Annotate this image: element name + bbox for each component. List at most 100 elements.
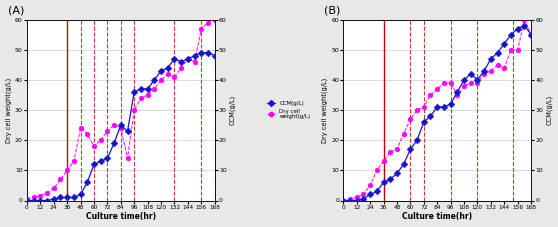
Dry cell weight(g/L) — [124, 157, 131, 160]
Dry cell weight(g/L) — [50, 187, 57, 190]
Dry cell weight(g/L) — [528, 33, 535, 36]
Y-axis label: Dry cell weight(g/L): Dry cell weight(g/L) — [6, 77, 12, 143]
Dry cell weight(g/L) — [454, 94, 461, 96]
Line: CCM(g/L): CCM(g/L) — [25, 50, 217, 203]
CCM(g/L) — [117, 124, 124, 126]
CCM(g/L) — [427, 115, 434, 117]
CCM(g/L) — [393, 172, 400, 175]
CCM(g/L) — [494, 51, 501, 54]
CCM(g/L) — [434, 106, 441, 108]
CCM(g/L) — [124, 130, 131, 133]
Dry cell weight(g/L) — [30, 196, 37, 199]
CCM(g/L) — [454, 91, 461, 93]
Dry cell weight(g/L) — [104, 130, 110, 133]
CCM(g/L) — [70, 196, 77, 199]
Dry cell weight(g/L) — [205, 21, 211, 24]
CCM(g/L) — [528, 33, 535, 36]
Line: CCM(g/L): CCM(g/L) — [341, 23, 533, 203]
Text: (A): (A) — [8, 5, 25, 15]
Dry cell weight(g/L) — [44, 192, 50, 194]
CCM(g/L) — [360, 198, 367, 200]
Dry cell weight(g/L) — [191, 60, 198, 63]
Dry cell weight(g/L) — [387, 151, 393, 154]
Dry cell weight(g/L) — [198, 27, 205, 30]
Dry cell weight(g/L) — [185, 57, 191, 60]
CCM(g/L) — [367, 193, 373, 196]
CCM(g/L) — [448, 103, 454, 105]
Dry cell weight(g/L) — [171, 76, 178, 78]
Y-axis label: CCM(g/L): CCM(g/L) — [229, 95, 236, 125]
Dry cell weight(g/L) — [514, 48, 521, 51]
CCM(g/L) — [37, 199, 44, 202]
Dry cell weight(g/L) — [461, 84, 468, 87]
Dry cell weight(g/L) — [413, 109, 420, 111]
Dry cell weight(g/L) — [407, 118, 413, 121]
Dry cell weight(g/L) — [151, 88, 158, 90]
Dry cell weight(g/L) — [347, 198, 353, 200]
Dry cell weight(g/L) — [23, 198, 30, 200]
CCM(g/L) — [191, 54, 198, 57]
CCM(g/L) — [171, 57, 178, 60]
Dry cell weight(g/L) — [441, 81, 448, 84]
Dry cell weight(g/L) — [211, 18, 218, 21]
Dry cell weight(g/L) — [97, 139, 104, 142]
Dry cell weight(g/L) — [367, 184, 373, 187]
CCM(g/L) — [104, 157, 110, 160]
Dry cell weight(g/L) — [110, 124, 117, 126]
X-axis label: Culture time(hr): Culture time(hr) — [86, 212, 156, 222]
CCM(g/L) — [468, 72, 474, 75]
CCM(g/L) — [407, 148, 413, 151]
CCM(g/L) — [64, 196, 70, 199]
CCM(g/L) — [211, 54, 218, 57]
X-axis label: Culture time(hr): Culture time(hr) — [402, 212, 472, 222]
CCM(g/L) — [488, 57, 494, 60]
Line: Dry cell weight(g/L): Dry cell weight(g/L) — [25, 17, 217, 201]
Dry cell weight(g/L) — [37, 195, 44, 197]
Dry cell weight(g/L) — [145, 94, 151, 96]
Dry cell weight(g/L) — [488, 69, 494, 72]
CCM(g/L) — [90, 163, 97, 166]
Dry cell weight(g/L) — [448, 81, 454, 84]
Dry cell weight(g/L) — [57, 178, 64, 181]
Dry cell weight(g/L) — [494, 63, 501, 66]
CCM(g/L) — [138, 88, 145, 90]
Dry cell weight(g/L) — [340, 199, 347, 202]
CCM(g/L) — [521, 24, 528, 27]
Dry cell weight(g/L) — [481, 72, 488, 75]
Dry cell weight(g/L) — [468, 81, 474, 84]
CCM(g/L) — [198, 51, 205, 54]
CCM(g/L) — [347, 199, 353, 202]
Dry cell weight(g/L) — [360, 193, 367, 196]
CCM(g/L) — [84, 181, 90, 184]
CCM(g/L) — [340, 199, 347, 202]
CCM(g/L) — [481, 69, 488, 72]
Dry cell weight(g/L) — [70, 160, 77, 163]
CCM(g/L) — [373, 190, 380, 193]
Dry cell weight(g/L) — [373, 169, 380, 172]
Dry cell weight(g/L) — [64, 169, 70, 172]
CCM(g/L) — [508, 33, 514, 36]
CCM(g/L) — [131, 91, 138, 93]
Dry cell weight(g/L) — [434, 88, 441, 90]
Line: Dry cell weight(g/L): Dry cell weight(g/L) — [341, 17, 533, 203]
Dry cell weight(g/L) — [501, 67, 508, 69]
CCM(g/L) — [441, 106, 448, 108]
CCM(g/L) — [400, 163, 407, 166]
CCM(g/L) — [474, 79, 481, 81]
CCM(g/L) — [413, 139, 420, 142]
CCM(g/L) — [353, 199, 360, 202]
CCM(g/L) — [77, 193, 84, 196]
Dry cell weight(g/L) — [77, 127, 84, 129]
CCM(g/L) — [420, 121, 427, 123]
CCM(g/L) — [57, 196, 64, 199]
CCM(g/L) — [50, 198, 57, 200]
Legend: CCM(g/L), Dry cell
weight(g/L): CCM(g/L), Dry cell weight(g/L) — [264, 99, 313, 121]
CCM(g/L) — [185, 57, 191, 60]
Text: (B): (B) — [325, 5, 341, 15]
Dry cell weight(g/L) — [474, 81, 481, 84]
Dry cell weight(g/L) — [427, 94, 434, 96]
CCM(g/L) — [23, 199, 30, 202]
Dry cell weight(g/L) — [353, 196, 360, 199]
Dry cell weight(g/L) — [400, 133, 407, 136]
Dry cell weight(g/L) — [90, 145, 97, 148]
